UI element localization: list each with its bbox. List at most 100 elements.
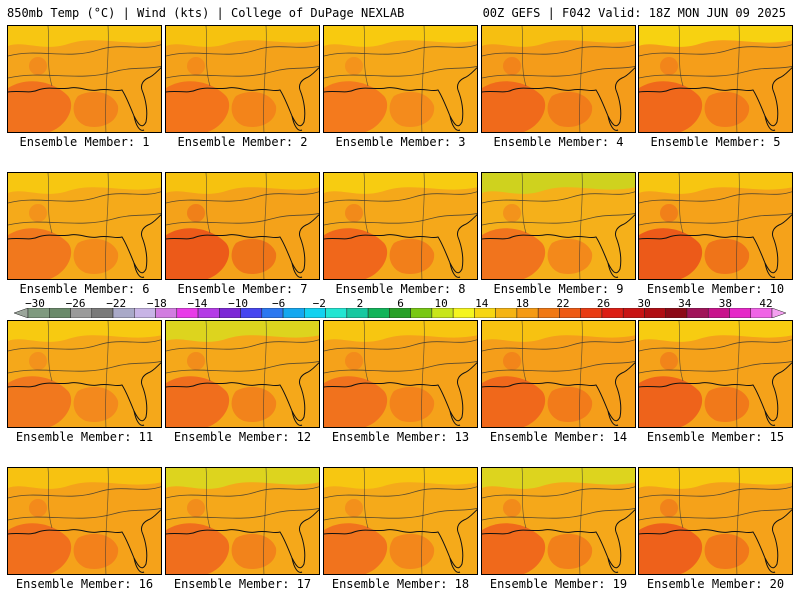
member-label: Ensemble Member: 14 (489, 430, 628, 444)
ensemble-panel[interactable] (638, 467, 793, 575)
cool-region (482, 321, 635, 342)
warm-region (389, 238, 435, 274)
warm-region (503, 204, 521, 222)
colorbar-swatch (452, 308, 475, 318)
colorbar-tick-label: −10 (228, 297, 248, 310)
height-contour (324, 66, 477, 79)
warm-region (547, 238, 593, 274)
ensemble-panel[interactable] (165, 467, 320, 575)
height-contour (482, 361, 635, 374)
ensemble-panel[interactable] (165, 25, 320, 133)
state-border (736, 321, 740, 427)
colorbar-tick-label: 22 (556, 297, 570, 310)
colorbar-swatch (559, 308, 581, 318)
map-title: 850mb Temp (°C) | Wind (kts) | College o… (7, 6, 405, 20)
coastline (764, 262, 776, 278)
coastline (639, 67, 792, 127)
ensemble-panel[interactable] (7, 172, 162, 280)
state-border (421, 173, 425, 279)
temperature-map (482, 26, 635, 132)
colorbar-swatch (750, 308, 773, 318)
colorbar-swatch (729, 308, 751, 318)
state-border (736, 26, 740, 132)
state-border (263, 173, 267, 279)
ensemble-panel[interactable] (481, 25, 636, 133)
cool-region (639, 173, 792, 194)
warm-region (73, 238, 119, 274)
member-label: Ensemble Member: 3 (335, 135, 466, 149)
colorbar-swatch (197, 308, 220, 318)
ensemble-panel[interactable] (323, 467, 478, 575)
height-contour (639, 339, 792, 352)
ensemble-panel[interactable] (165, 172, 320, 280)
ensemble-panel[interactable] (323, 25, 478, 133)
member-label: Ensemble Member: 12 (173, 430, 312, 444)
ensemble-panel[interactable] (481, 320, 636, 428)
member-label: Ensemble Member: 13 (331, 430, 470, 444)
colorbar-swatch (431, 308, 454, 318)
warm-region (482, 228, 546, 279)
state-border (263, 26, 267, 132)
ensemble-panel[interactable] (7, 25, 162, 133)
temperature-map (639, 173, 792, 279)
ensemble-panel[interactable] (323, 320, 478, 428)
coastline (482, 214, 635, 274)
coastline (324, 509, 477, 569)
temperature-map (324, 173, 477, 279)
cool-region (166, 468, 319, 489)
colorbar-swatch (495, 308, 518, 318)
state-border (421, 321, 425, 427)
height-contour (8, 213, 161, 226)
temperature-map (324, 26, 477, 132)
ensemble-panel[interactable] (638, 320, 793, 428)
ensemble-panel[interactable] (323, 172, 478, 280)
ensemble-panel[interactable] (638, 25, 793, 133)
warm-region (29, 352, 47, 370)
height-contour (482, 339, 635, 352)
coastline (291, 115, 303, 131)
warm-region (704, 533, 750, 569)
state-border (205, 321, 211, 382)
warm-region (345, 499, 363, 517)
temperature-map (324, 468, 477, 574)
height-contour (482, 191, 635, 204)
coastline (639, 362, 792, 422)
member-label: Ensemble Member: 15 (646, 430, 785, 444)
warm-region (660, 57, 678, 75)
warm-region (166, 228, 230, 279)
state-border (205, 26, 211, 87)
height-contour (166, 361, 319, 374)
warm-region (660, 499, 678, 517)
ensemble-panel[interactable] (7, 467, 162, 575)
state-border (205, 468, 211, 529)
height-contour (482, 66, 635, 79)
ensemble-panel[interactable] (7, 320, 162, 428)
temperature-map (8, 26, 161, 132)
warm-region (547, 533, 593, 569)
coastline (324, 214, 477, 274)
warm-region (704, 386, 750, 422)
ensemble-panel[interactable] (638, 172, 793, 280)
ensemble-panel[interactable] (481, 467, 636, 575)
ensemble-panel[interactable] (165, 320, 320, 428)
colorbar-swatch (601, 308, 624, 318)
height-contour (166, 486, 319, 499)
ensemble-panel[interactable] (481, 172, 636, 280)
colorbar-swatch (389, 308, 411, 318)
state-border (363, 26, 369, 87)
colorbar-tick-label: 6 (397, 297, 404, 310)
temperature-map (482, 468, 635, 574)
colorbar-swatch (70, 308, 93, 318)
member-label: Ensemble Member: 6 (19, 282, 150, 296)
state-border (47, 26, 53, 87)
state-border (363, 468, 369, 529)
colorbar-tick-label: −30 (25, 297, 45, 310)
temperature-map (8, 468, 161, 574)
height-contour (324, 508, 477, 521)
coastline (449, 410, 461, 426)
cool-region (482, 173, 635, 194)
colorbar-swatch (282, 308, 305, 318)
warm-region (345, 204, 363, 222)
height-contour (482, 44, 635, 57)
member-label: Ensemble Member: 9 (493, 282, 624, 296)
